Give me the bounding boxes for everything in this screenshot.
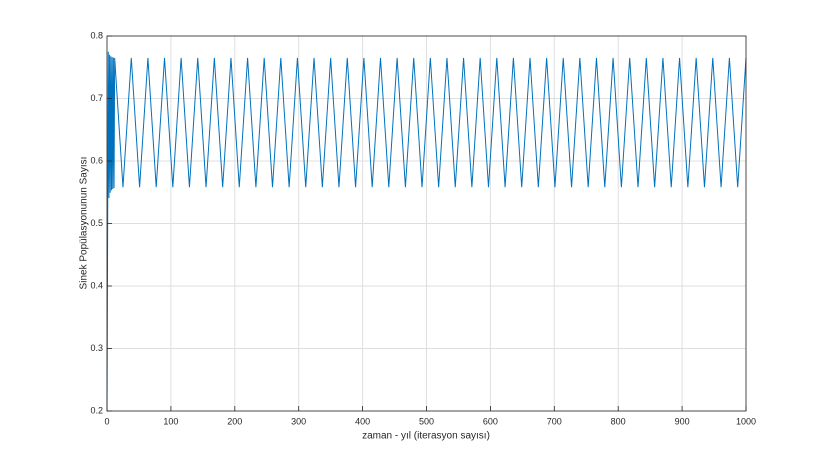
x-tick-label: 500 — [419, 416, 434, 426]
y-tick-label: 0.8 — [90, 30, 103, 40]
data-line — [106, 51, 747, 412]
x-tick-label: 600 — [483, 416, 498, 426]
y-tick-label: 0.7 — [90, 93, 103, 103]
x-tick-label: 0 — [104, 416, 109, 426]
x-tick-label: 1000 — [736, 416, 756, 426]
plot — [106, 51, 747, 412]
y-axis-label: Sinek Popülasyonunun Sayısı — [79, 157, 90, 290]
x-tick-label: 800 — [611, 416, 626, 426]
x-tick-label: 300 — [291, 416, 306, 426]
y-tick-label: 0.5 — [90, 218, 103, 228]
x-tick-label: 100 — [163, 416, 178, 426]
y-tick-label: 0.2 — [90, 405, 103, 415]
x-axis-label: zaman - yıl (iterasyon sayısı) — [362, 431, 490, 442]
x-tick-label: 200 — [227, 416, 242, 426]
x-tick-label: 900 — [675, 416, 690, 426]
y-tick-label: 0.6 — [90, 155, 103, 165]
x-tick-label: 400 — [355, 416, 370, 426]
x-tick-label: 700 — [547, 416, 562, 426]
y-tick-label: 0.3 — [90, 343, 103, 353]
y-tick-label: 0.4 — [90, 280, 103, 290]
